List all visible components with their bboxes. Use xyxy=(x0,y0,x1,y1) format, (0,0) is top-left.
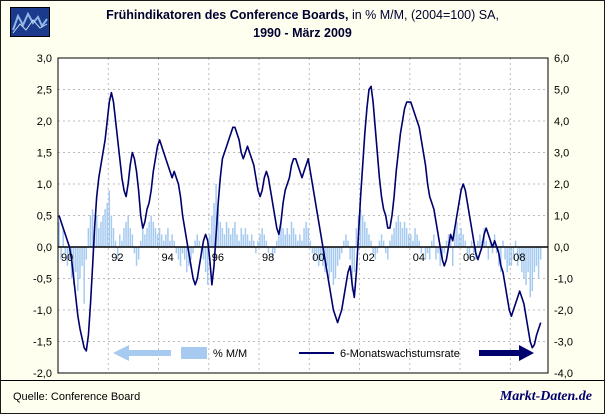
svg-text:0,0: 0,0 xyxy=(37,242,52,254)
svg-text:-4,0: -4,0 xyxy=(554,368,573,380)
source-label: Quelle: Conference Board xyxy=(13,391,141,403)
svg-text:96: 96 xyxy=(212,252,224,264)
svg-text:08: 08 xyxy=(513,252,525,264)
svg-text:0,0: 0,0 xyxy=(554,242,569,254)
chart-title-bold: Frühindikatoren des Conference Boards, xyxy=(106,8,349,22)
svg-text:0,5: 0,5 xyxy=(37,211,52,223)
brand-label: Markt-Daten.de xyxy=(499,389,592,404)
svg-text:1,5: 1,5 xyxy=(37,148,52,160)
svg-text:4,0: 4,0 xyxy=(554,116,569,128)
svg-text:00: 00 xyxy=(312,252,324,264)
line-chart-logo-icon xyxy=(10,7,50,37)
svg-text:90: 90 xyxy=(61,252,73,264)
svg-text:-1,5: -1,5 xyxy=(33,337,52,349)
svg-text:98: 98 xyxy=(262,252,274,264)
svg-text:1,0: 1,0 xyxy=(37,179,52,191)
svg-text:6-Monatswachstumsrate: 6-Monatswachstumsrate xyxy=(340,348,460,360)
chart-title-block: Frühindikatoren des Conference Boards, i… xyxy=(1,6,604,42)
x-axis-labels: 90 92 94 96 98 00 02 04 06 08 xyxy=(61,252,526,264)
svg-text:04: 04 xyxy=(413,252,425,264)
svg-text:3,0: 3,0 xyxy=(37,53,52,65)
left-axis-labels: 3,0 2,5 2,0 1,5 1,0 0,5 0,0 -0,5 -1,0 -1,5 -2,0 xyxy=(33,53,52,380)
svg-text:-1,0: -1,0 xyxy=(554,274,573,286)
svg-text:02: 02 xyxy=(363,252,375,264)
left-axis-arrow-icon xyxy=(113,345,171,361)
svg-text:-2,0: -2,0 xyxy=(554,305,573,317)
svg-text:5,0: 5,0 xyxy=(554,85,569,97)
svg-text:2,0: 2,0 xyxy=(554,179,569,191)
gridlines xyxy=(58,58,548,373)
chart-title-line1: Frühindikatoren des Conference Boards, i… xyxy=(1,6,604,24)
right-axis-arrow-icon xyxy=(479,345,534,361)
bars-series xyxy=(58,184,542,304)
svg-text:2,5: 2,5 xyxy=(37,85,52,97)
line-series xyxy=(58,85,542,352)
svg-text:-3,0: -3,0 xyxy=(554,337,573,349)
svg-text:6,0: 6,0 xyxy=(554,53,569,65)
svg-text:3,0: 3,0 xyxy=(554,148,569,160)
logo-sparkline xyxy=(12,11,48,34)
svg-text:-2,0: -2,0 xyxy=(33,368,52,380)
chart-footer: Quelle: Conference Board Markt-Daten.de xyxy=(1,380,604,413)
svg-text:-1,0: -1,0 xyxy=(33,305,52,317)
svg-text:-0,5: -0,5 xyxy=(33,274,52,286)
chart-title-line2: 1990 - März 2009 xyxy=(253,26,352,40)
bar-legend-swatch xyxy=(181,347,207,359)
chart-title-rest: in % M/M, (2004=100) SA, xyxy=(348,8,499,22)
legend: % M/M 6-Monatswachstumsrate xyxy=(113,345,534,361)
svg-text:94: 94 xyxy=(162,252,174,264)
svg-text:06: 06 xyxy=(463,252,475,264)
svg-text:1,0: 1,0 xyxy=(554,211,569,223)
svg-text:2,0: 2,0 xyxy=(37,116,52,128)
right-axis-labels: 6,0 5,0 4,0 3,0 2,0 1,0 0,0 -1,0 -2,0 -3,0 -4,0 xyxy=(554,53,573,380)
plot-border xyxy=(57,57,549,374)
svg-text:92: 92 xyxy=(111,252,123,264)
svg-text:% M/M: % M/M xyxy=(213,348,247,360)
